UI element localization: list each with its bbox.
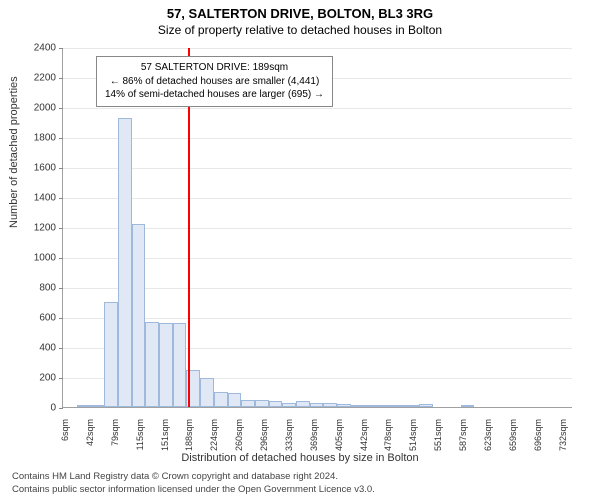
gridline [63, 168, 572, 169]
page-subtitle: Size of property relative to detached ho… [0, 21, 600, 37]
chart-area: 6sqm42sqm79sqm115sqm151sqm188sqm224sqm26… [62, 48, 572, 408]
footer-line-1: Contains HM Land Registry data © Crown c… [12, 471, 375, 483]
histogram-bar [406, 405, 420, 407]
ytick-mark [59, 168, 63, 169]
histogram-bar [378, 405, 392, 407]
histogram-bar [200, 378, 214, 407]
histogram-bar [77, 405, 91, 407]
ytick-label: 1800 [16, 133, 56, 144]
ytick-mark [59, 198, 63, 199]
annotation-line: 57 SALTERTON DRIVE: 189sqm [105, 61, 324, 75]
ytick-label: 2400 [16, 43, 56, 54]
ytick-mark [59, 258, 63, 259]
histogram-bar [228, 393, 242, 407]
ytick-label: 800 [16, 283, 56, 294]
histogram-bar [461, 405, 475, 407]
ytick-label: 600 [16, 313, 56, 324]
ytick-label: 0 [16, 403, 56, 414]
ytick-label: 400 [16, 343, 56, 354]
ytick-label: 1600 [16, 163, 56, 174]
histogram-bar [365, 405, 379, 407]
ytick-mark [59, 78, 63, 79]
histogram-bar [90, 405, 104, 407]
ytick-mark [59, 228, 63, 229]
ytick-mark [59, 318, 63, 319]
chart-annotation-box: 57 SALTERTON DRIVE: 189sqm← 86% of detac… [96, 56, 333, 107]
histogram-bar [392, 405, 406, 407]
histogram-bar [323, 403, 337, 408]
ytick-label: 1200 [16, 223, 56, 234]
histogram-bar [282, 403, 296, 407]
histogram-bar [241, 400, 255, 408]
x-axis-label: Distribution of detached houses by size … [0, 452, 600, 464]
gridline [63, 108, 572, 109]
ytick-mark [59, 348, 63, 349]
ytick-mark [59, 408, 63, 409]
page-title: 57, SALTERTON DRIVE, BOLTON, BL3 3RG [0, 0, 600, 21]
histogram-bar [173, 323, 187, 407]
gridline [63, 198, 572, 199]
histogram-bar [337, 404, 351, 407]
ytick-mark [59, 378, 63, 379]
histogram-bar [104, 302, 118, 407]
histogram-bar [310, 403, 324, 407]
ytick-mark [59, 108, 63, 109]
footer-line-2: Contains public sector information licen… [12, 484, 375, 496]
y-axis-label: Number of detached properties [8, 76, 20, 228]
ytick-label: 1000 [16, 253, 56, 264]
histogram-bar [159, 323, 173, 407]
ytick-mark [59, 138, 63, 139]
histogram-bar [255, 400, 269, 407]
ytick-mark [59, 288, 63, 289]
footer-credits: Contains HM Land Registry data © Crown c… [12, 471, 375, 496]
histogram-bar [132, 224, 146, 407]
gridline [63, 48, 572, 49]
histogram-bar [269, 401, 283, 407]
ytick-label: 2000 [16, 103, 56, 114]
histogram-bar [118, 118, 132, 408]
histogram-bar [419, 404, 433, 407]
annotation-line: 14% of semi-detached houses are larger (… [105, 88, 324, 102]
annotation-line: ← 86% of detached houses are smaller (4,… [105, 75, 324, 89]
ytick-mark [59, 48, 63, 49]
ytick-label: 2200 [16, 73, 56, 84]
histogram-bar [214, 392, 228, 407]
histogram-bar [296, 401, 310, 407]
page: 57, SALTERTON DRIVE, BOLTON, BL3 3RG Siz… [0, 0, 600, 500]
histogram-bar [351, 405, 365, 407]
ytick-label: 1400 [16, 193, 56, 204]
gridline [63, 138, 572, 139]
histogram-bar [145, 322, 159, 408]
ytick-label: 200 [16, 373, 56, 384]
